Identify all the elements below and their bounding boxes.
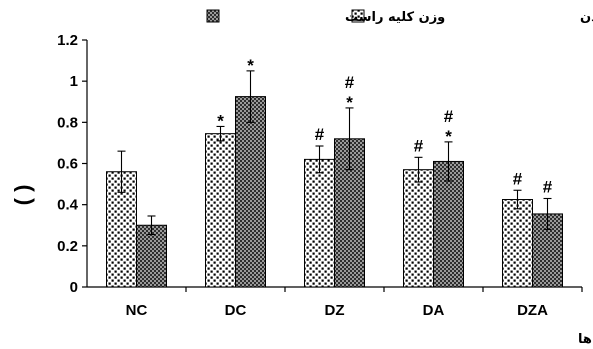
legend-swatch-checker: [206, 9, 220, 23]
category-label: DA: [423, 302, 445, 319]
bar-da-series-1: [403, 169, 434, 288]
y-tick-label: 0.8: [57, 114, 78, 131]
bar-dza-series-1: [502, 199, 533, 288]
bar-nc-series-2: [136, 224, 167, 288]
category-labels: NC DC DZ DA DZA: [126, 302, 548, 319]
bars: [106, 96, 563, 288]
significance-mark: #: [543, 177, 553, 196]
legend: درصد وزن کلیه به وزن بدن وزن کلیه راست: [206, 9, 593, 25]
significance-mark: *: [346, 93, 353, 112]
significance-mark: #: [513, 169, 523, 188]
x-axis-label: گروه ها: [578, 331, 593, 347]
y-tick-label: 0.4: [57, 197, 79, 214]
legend-item-series-1: درصد وزن کلیه به وزن بدن: [351, 9, 593, 25]
bar-dz-series-1: [304, 158, 335, 288]
category-label: NC: [126, 302, 148, 319]
category-label: DC: [225, 302, 247, 319]
significance-mark: #: [444, 107, 454, 126]
significance-mark: *: [247, 56, 254, 75]
legend-swatch-dots: [351, 9, 365, 23]
legend-item-series-2: وزن کلیه راست: [206, 9, 445, 25]
y-tick-label: 0: [70, 279, 78, 296]
legend-label-series-2: وزن کلیه راست: [345, 10, 445, 25]
bar-da-series-2: [433, 160, 464, 288]
y-axis-label: ( ): [10, 185, 35, 206]
significance-mark: *: [217, 111, 224, 130]
category-label: DZ: [325, 302, 345, 319]
error-bars: [117, 70, 552, 236]
y-tick-label: 0.2: [57, 238, 78, 255]
bar-nc-series-1: [106, 171, 137, 288]
category-label: DZA: [517, 302, 548, 319]
bar-dc-series-2: [235, 96, 266, 288]
significance-marks: **#*## *## #: [217, 56, 553, 197]
y-tick-label: 1.2: [57, 32, 78, 49]
y-tick-label: 1: [70, 73, 78, 90]
y-tick-labels: 0 0.2 0.4 0.6 0.8 1 1.2: [57, 32, 79, 296]
significance-mark: #: [345, 73, 355, 92]
y-tick-label: 0.6: [57, 156, 78, 173]
significance-mark: #: [414, 136, 424, 155]
legend-label-series-1: درصد وزن کلیه به وزن بدن: [580, 10, 593, 25]
significance-mark: #: [315, 125, 325, 144]
bar-dc-series-1: [205, 133, 236, 288]
significance-mark: *: [445, 127, 452, 146]
